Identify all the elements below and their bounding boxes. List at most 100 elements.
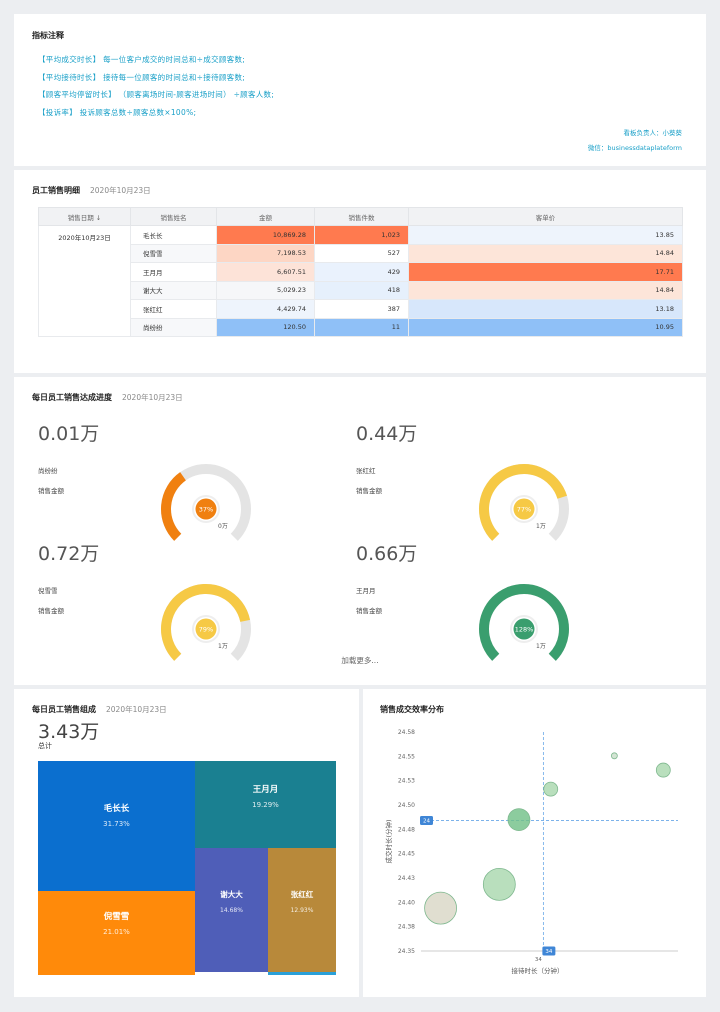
scatter-point [482,867,516,901]
y-tick-label: 24.58 [398,729,415,736]
table-row: 倪雪雪 7,198.53 527 14.84 [39,243,683,263]
load-more-link[interactable]: 加载更多... [341,656,379,665]
col-header-price[interactable]: 客单价 [408,207,683,226]
gauge-max-label: 1万 [218,643,228,650]
cell-amount: 6,607.51 [216,262,315,282]
gauge-employee-name: 倪雪雪 [38,587,58,595]
notes-panel: 指标注释 【平均成交时长】 每一位客户成交的时间总和÷成交顾客数; 【平均接待时… [14,14,706,166]
treemap-small-block[interactable] [268,972,336,975]
col-header-date[interactable]: 销售日期 ↓ [38,207,131,226]
gauge-card: 0.44万 张红红 销售金额 0 1万 77% [356,419,696,541]
treemap-block[interactable]: 毛长长 31.73% [38,761,195,891]
note-line-1: 【平均成交时长】 每一位客户成交的时间总和÷成交顾客数; [38,55,246,64]
cell-price: 13.85 [408,225,683,245]
wechat-text: 微信：businessdataplateform [587,144,682,152]
note-line-4: 【投诉率】 投诉顾客总数÷顾客总数×100%; [38,108,197,117]
gauge-chart: 77% [479,463,569,541]
y-axis-label: 成交时长(分钟) [384,819,393,863]
treemap-block-name: 王月月 [252,784,279,795]
col-header-amount[interactable]: 金额 [216,207,315,226]
gauge-percent-label: 128% [515,626,534,634]
cell-date: 2020年10月23日 [38,225,131,337]
cell-count: 11 [314,317,409,337]
progress-date: 2020年10月23日 [122,393,183,402]
gauge-max-label: 1万 [536,523,546,530]
gauge-metric-label: 销售金额 [38,607,64,615]
treemap-block[interactable]: 王月月 19.29% [195,761,336,848]
cell-name: 张红红 [130,299,217,319]
x-tick-label: 34 [535,957,542,963]
gauge-center-dot [195,618,217,640]
cell-count: 387 [314,299,409,319]
gauge-progress-arc [479,463,568,541]
table-row: 王月月 6,607.51 429 17.71 [39,262,683,282]
cell-amount: 5,029.23 [216,280,315,300]
sales-detail-panel: 员工销售明细 2020年10月23日 销售日期 ↓ 销售姓名 金额 销售件数 客单… [14,170,706,373]
cell-count: 527 [314,243,409,263]
gauge-percent-label: 79% [199,626,213,634]
cell-count: 418 [314,280,409,300]
y-tick-label: 24.45 [398,851,415,858]
cell-name: 尚纷纷 [130,317,217,337]
y-tick-label: 24.43 [398,875,415,882]
gauge-progress-arc [161,472,187,541]
y-tick-label: 24.35 [398,948,415,955]
total-value: 3.43万 [38,721,100,743]
gauge-percent-label: 77% [517,506,531,514]
treemap-block[interactable]: 张红红 12.93% [268,848,336,972]
sales-table-title: 员工销售明细 2020年10月23日 [32,185,151,196]
gauge-value: 0.44万 [356,423,418,445]
owner-text: 看板负责人：小葵葵 [623,129,683,137]
gauge-percent-label: 37% [199,506,213,514]
scatter-chart: 24.58 24.55 24.53 24.50 24.48 24.45 24.43 24.40… [384,729,678,975]
y-tick-label: 24.48 [398,826,415,833]
cell-price: 14.84 [408,243,683,263]
x-axis-label: 接待时长（分钟） [512,966,564,975]
progress-panel: 每日员工销售达成进度 2020年10月23日 0.01万 尚纷纷 销售金额 0 0万 37%… [14,377,706,685]
treemap-block-name: 毛长长 [103,803,130,814]
scatter-point [543,781,559,797]
cell-count: 429 [314,262,409,282]
gauge-chart: 79% [161,584,251,661]
gauge-value: 0.72万 [38,543,100,565]
cell-name: 王月月 [130,262,217,282]
scatter-title: 销售成交效率分布 [380,705,444,714]
composition-title-text: 每日员工销售组成 [32,705,96,714]
sales-table: 销售日期 ↓ 销售姓名 金额 销售件数 客单价 2020年10月23日 毛长长 10… [38,207,683,337]
table-row: 2020年10月23日 毛长长 10,869.28 1,023 13.85 [38,225,683,337]
col-header-count[interactable]: 销售件数 [314,207,409,226]
sales-table-date: 2020年10月23日 [90,186,151,195]
sales-table-title-text: 员工销售明细 [32,186,80,195]
table-row: 谢大大 5,029.23 418 14.84 [39,280,683,300]
gauge-employee-name: 王月月 [356,587,376,595]
treemap-block-percent: 31.73% [103,819,130,828]
table-row: 尚纷纷 120.50 11 10.95 [39,317,683,337]
gauge-metric-label: 销售金额 [356,607,382,615]
treemap-block[interactable]: 谢大大 14.68% [195,848,268,972]
y-tick-label: 24.55 [398,753,415,760]
gauge-progress-arc [161,584,251,661]
col-header-name[interactable]: 销售姓名 [130,207,217,226]
treemap-block-percent: 21.01% [103,928,130,937]
gauge-max-label: 0万 [218,523,228,530]
treemap-block[interactable]: 倪雪雪 21.01% [38,891,195,975]
gauge-chart: 128% [479,584,569,661]
y-tick-label: 24.50 [398,802,415,809]
cell-price: 10.95 [408,317,683,337]
gauge-max-label: 1万 [536,643,546,650]
treemap-block-percent: 14.68% [220,907,243,915]
cell-count: 1,023 [314,225,409,245]
gauge-employee-name: 尚纷纷 [38,467,58,475]
y-reference-badge [420,816,433,826]
gauge-employee-name: 张红红 [356,467,376,475]
note-line-2: 【平均接待时长】 接待每一位顾客的时间总和÷接待顾客数; [38,73,246,82]
gauge-center-dot [513,618,535,640]
note-line-3: 【顾客平均停留时长】 （顾客离场时间-顾客进场时间） ÷顾客人数; [38,90,275,99]
scatter-point [507,808,531,832]
total-label: 总计 [38,742,52,750]
gauge-chart: 37% [161,464,251,541]
progress-title: 每日员工销售达成进度 2020年10月23日 [32,392,183,403]
cell-name: 毛长长 [130,225,217,245]
table-header-row: 销售日期 ↓ 销售姓名 金额 销售件数 客单价 [38,207,683,226]
gauge-value: 0.66万 [356,543,418,565]
